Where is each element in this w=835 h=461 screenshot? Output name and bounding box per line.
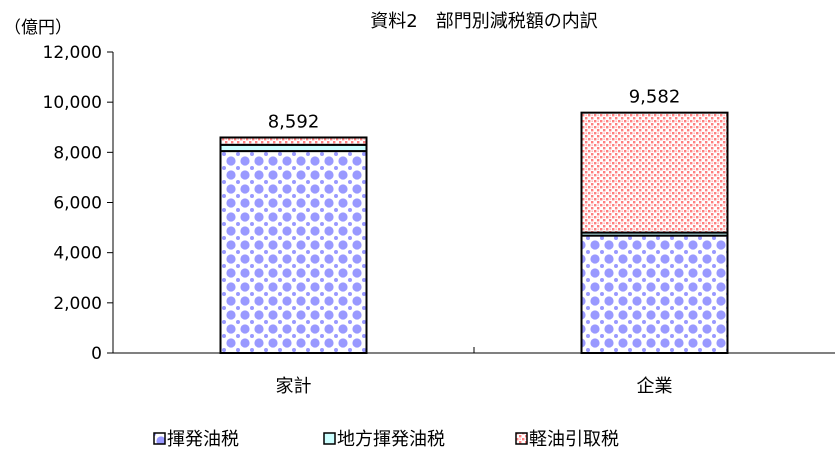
bars: 8,592 9,582 [219, 87, 729, 354]
y-tick-label: 4,000 [53, 244, 102, 264]
legend-swatch [323, 432, 336, 445]
y-tick-label: 6,000 [53, 194, 102, 214]
y-tick-label: 2,000 [53, 294, 102, 314]
bar-segment [580, 111, 729, 234]
legend-label: 軽油引取税 [529, 429, 619, 450]
y-tick-label: 12,000 [43, 43, 102, 63]
x-tick-label: 家計 [276, 376, 312, 397]
y-axis-unit-label: （億円） [4, 18, 72, 38]
bar-segment [219, 150, 368, 354]
chart-title: 資料2 部門別減税額の内訳 [370, 11, 597, 32]
bar-segment [219, 136, 368, 146]
legend-label: 揮発油税 [167, 429, 239, 450]
legend-swatch [515, 432, 528, 445]
y-tick-label: 8,000 [53, 143, 102, 163]
y-tick-label: 10,000 [43, 93, 102, 113]
x-axis: 家計 企業 [113, 347, 835, 397]
legend-swatch [153, 432, 166, 445]
bar-segment [580, 234, 729, 354]
x-tick-label: 企業 [637, 376, 673, 397]
legend-label: 地方揮発油税 [337, 429, 445, 450]
bar-total-label: 9,582 [629, 87, 681, 108]
legend: 揮発油税 地方揮発油税 軽油引取税 [153, 429, 619, 450]
bar-total-label: 8,592 [268, 111, 320, 132]
y-tick-label: 0 [91, 344, 102, 364]
y-axis: 0 2,000 4,000 6,000 8,000 10,000 12,000 [43, 43, 114, 364]
